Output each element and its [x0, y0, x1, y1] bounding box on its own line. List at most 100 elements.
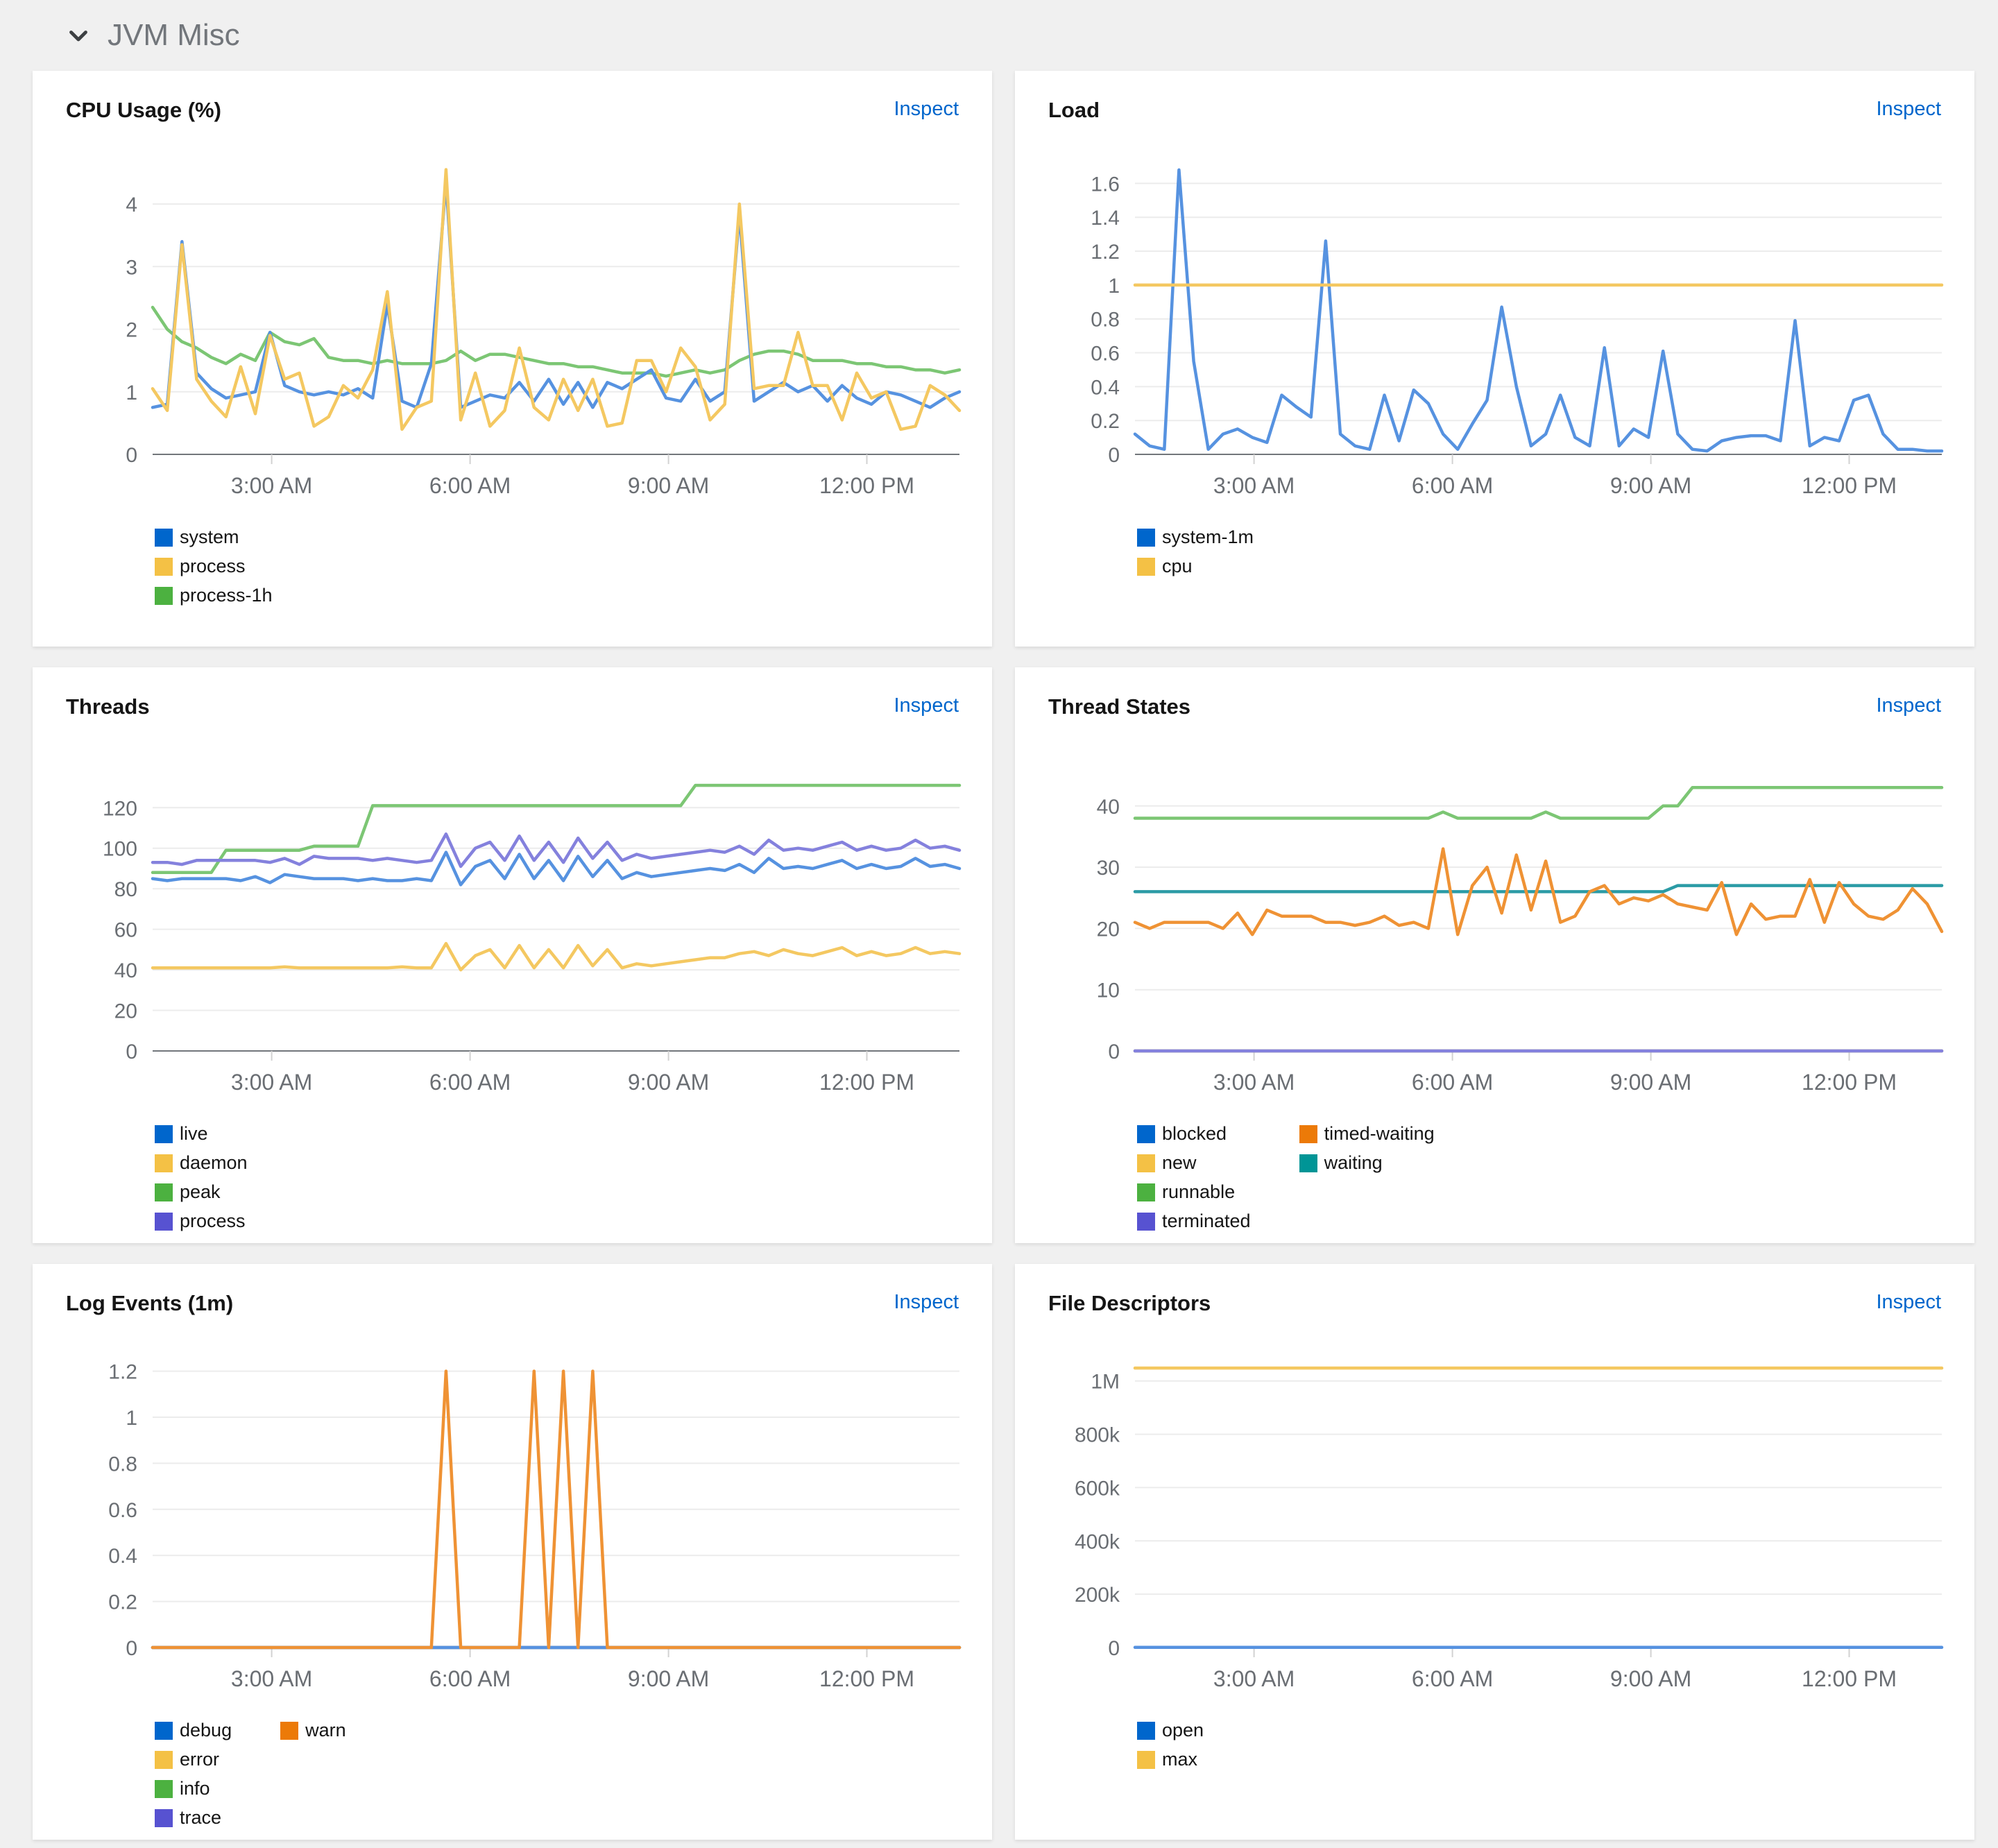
svg-text:6:00 AM: 6:00 AM [1412, 473, 1493, 498]
chart-card-cpu-usage: CPU Usage (%) Inspect 0 1 2 3 4 3:00 AM 6:00 A… [33, 71, 992, 647]
legend-item-blocked[interactable]: blocked [1137, 1123, 1251, 1145]
svg-text:4: 4 [126, 194, 137, 216]
legend-label: process-1h [180, 585, 273, 606]
svg-text:1.2: 1.2 [108, 1361, 137, 1384]
inspect-link[interactable]: Inspect [1876, 694, 1942, 717]
series-line-process-1h [151, 305, 962, 378]
svg-text:12:00 PM: 12:00 PM [819, 1070, 914, 1095]
svg-text:9:00 AM: 9:00 AM [628, 473, 709, 498]
legend-swatch-icon [1137, 528, 1155, 547]
svg-text:9:00 AM: 9:00 AM [1610, 1070, 1691, 1095]
legend-item-new[interactable]: new [1137, 1152, 1251, 1174]
svg-text:9:00 AM: 9:00 AM [1610, 1666, 1691, 1691]
svg-text:3:00 AM: 3:00 AM [1213, 473, 1295, 498]
svg-text:0.8: 0.8 [108, 1453, 137, 1475]
legend-label: process [180, 1210, 246, 1232]
chart-card-log-events: Log Events (1m) Inspect 0 0.2 0.4 0.6 0.8 1 1.… [33, 1264, 992, 1840]
legend-swatch-icon [1299, 1124, 1317, 1143]
chart-legend: blocked new runnable terminated timed-waitin… [1137, 1123, 1941, 1232]
svg-text:9:00 AM: 9:00 AM [628, 1070, 709, 1095]
legend-item-system[interactable]: system [155, 527, 273, 548]
chart-card-thread-states: Thread States Inspect 0 10 20 30 40 3:00 AM 6:… [1015, 667, 1974, 1243]
chart-card-threads: Threads Inspect 0 20 40 60 80 100 120 3:00 AM 6:… [33, 667, 992, 1243]
legend-item-terminated[interactable]: terminated [1137, 1210, 1251, 1232]
svg-text:0.4: 0.4 [1091, 376, 1120, 399]
section-title: JVM Misc [108, 18, 240, 52]
svg-text:3:00 AM: 3:00 AM [231, 473, 312, 498]
inspect-link[interactable]: Inspect [894, 694, 959, 717]
legend-swatch-icon [155, 1154, 173, 1172]
card-header: Load Inspect [1048, 98, 1942, 122]
chart-legend: open max [1137, 1720, 1941, 1770]
svg-text:400k: 400k [1075, 1530, 1120, 1553]
chart-canvas: 0 0.2 0.4 0.6 0.8 1 1.2 1.4 1.6 3:00 AM 6:00 AM 9:0… [1091, 168, 1944, 498]
svg-text:3:00 AM: 3:00 AM [1213, 1666, 1295, 1691]
inspect-link[interactable]: Inspect [1876, 1291, 1942, 1313]
legend-swatch-icon [155, 1750, 173, 1769]
legend-swatch-icon [155, 528, 173, 547]
chart-canvas: 0 10 20 30 40 3:00 AM 6:00 AM 9:00 AM 12:00 PM [1097, 786, 1944, 1095]
legend-item-daemon[interactable]: daemon [155, 1152, 248, 1174]
legend-item-timed-waiting[interactable]: timed-waiting [1299, 1123, 1435, 1145]
legend-label: process [180, 556, 246, 577]
legend-item-process[interactable]: process [155, 1210, 248, 1232]
legend-item-system-1m[interactable]: system-1m [1137, 527, 1254, 548]
svg-text:3:00 AM: 3:00 AM [231, 1070, 312, 1095]
card-header: File Descriptors Inspect [1048, 1291, 1942, 1315]
chart-legend: system-1m cpu [1137, 527, 1941, 577]
svg-text:80: 80 [114, 878, 137, 901]
svg-text:3: 3 [126, 256, 137, 279]
chevron-down-icon[interactable] [66, 23, 91, 48]
chart-plot-area: 0 20 40 60 80 100 120 3:00 AM 6:00 AM 9:00 AM 12:0… [66, 749, 962, 1113]
legend-item-runnable[interactable]: runnable [1137, 1181, 1251, 1203]
legend-item-process[interactable]: process [155, 556, 273, 577]
legend-item-open[interactable]: open [1137, 1720, 1204, 1741]
svg-text:6:00 AM: 6:00 AM [1412, 1666, 1493, 1691]
chart-legend: system process process-1h [155, 527, 959, 606]
legend-item-error[interactable]: error [155, 1749, 232, 1770]
legend-swatch-icon [1137, 1124, 1155, 1143]
legend-item-trace[interactable]: trace [155, 1807, 232, 1829]
svg-text:40: 40 [1097, 796, 1120, 819]
legend-label: info [180, 1778, 210, 1799]
svg-text:0.2: 0.2 [1091, 410, 1120, 433]
inspect-link[interactable]: Inspect [894, 98, 959, 120]
legend-swatch-icon [1137, 557, 1155, 576]
svg-text:12:00 PM: 12:00 PM [819, 473, 914, 498]
series-line-warn [151, 1369, 962, 1650]
legend-swatch-icon [155, 1808, 173, 1827]
legend-label: timed-waiting [1324, 1123, 1435, 1145]
legend-item-max[interactable]: max [1137, 1749, 1204, 1770]
legend-label: open [1162, 1720, 1204, 1741]
legend-label: peak [180, 1181, 221, 1203]
svg-text:0.6: 0.6 [108, 1499, 137, 1522]
legend-item-live[interactable]: live [155, 1123, 248, 1145]
svg-text:6:00 AM: 6:00 AM [429, 1666, 511, 1691]
inspect-link[interactable]: Inspect [894, 1291, 959, 1313]
legend-item-process-1h[interactable]: process-1h [155, 585, 273, 606]
svg-text:9:00 AM: 9:00 AM [1610, 473, 1691, 498]
svg-text:1M: 1M [1091, 1371, 1120, 1394]
svg-text:1.2: 1.2 [1091, 241, 1120, 264]
svg-text:100: 100 [103, 838, 137, 861]
inspect-link[interactable]: Inspect [1876, 98, 1942, 120]
svg-text:0.6: 0.6 [1091, 343, 1120, 366]
chart-plot-area: 0 1 2 3 4 3:00 AM 6:00 AM 9:00 AM 12:00 PM [66, 153, 962, 517]
svg-text:200k: 200k [1075, 1584, 1120, 1607]
chart-legend: live daemon peak process [155, 1123, 959, 1232]
legend-item-waiting[interactable]: waiting [1299, 1152, 1435, 1174]
legend-label: trace [180, 1807, 222, 1829]
svg-text:0: 0 [1108, 1041, 1120, 1063]
svg-text:0.2: 0.2 [108, 1591, 137, 1614]
legend-item-warn[interactable]: warn [280, 1720, 346, 1741]
legend-label: error [180, 1749, 220, 1770]
legend-label: runnable [1162, 1181, 1236, 1203]
chart-canvas: 0 0.2 0.4 0.6 0.8 1 1.2 3:00 AM 6:00 AM 9:00 AM 12… [108, 1361, 962, 1691]
legend-label: debug [180, 1720, 232, 1741]
svg-text:6:00 AM: 6:00 AM [429, 1070, 511, 1095]
legend-item-debug[interactable]: debug [155, 1720, 232, 1741]
series-line-live [151, 850, 962, 887]
legend-item-cpu[interactable]: cpu [1137, 556, 1254, 577]
legend-item-info[interactable]: info [155, 1778, 232, 1799]
legend-item-peak[interactable]: peak [155, 1181, 248, 1203]
